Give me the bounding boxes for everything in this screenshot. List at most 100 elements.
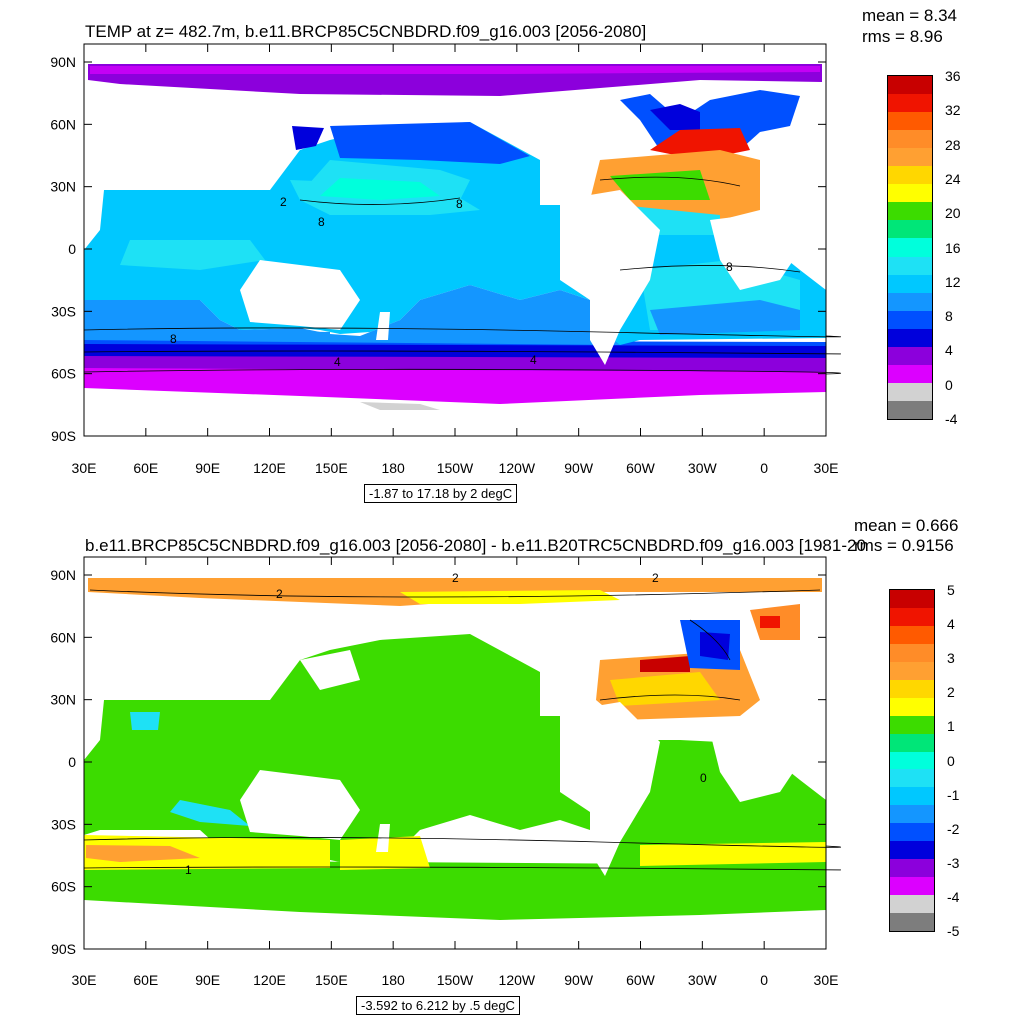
colorbar-label: 4 <box>947 616 955 633</box>
axis-tick-label: 150W <box>437 972 474 988</box>
colorbar-label: 0 <box>945 376 953 393</box>
colorbar-label: 0 <box>947 752 955 769</box>
axis-tick-label: 60W <box>626 972 656 988</box>
panel2-range-box: -3.592 to 6.212 by .5 degC <box>356 996 520 1015</box>
axis-tick-label: 120W <box>499 972 536 988</box>
axis-tick-label: 90S <box>51 428 76 444</box>
colorbar-swatch <box>888 112 932 131</box>
panel2-title: b.e11.BRCP85C5CNBDRD.f09_g16.003 [2056-2… <box>85 536 866 555</box>
panel1-colorbar <box>887 75 933 420</box>
panel2-mean: mean = 0.666 <box>854 516 959 535</box>
axis-tick-label: 0 <box>68 241 76 257</box>
panel2-map: 2 2 2 1 0 <box>83 556 841 950</box>
colorbar-swatch <box>890 733 934 752</box>
axis-tick-label: 90E <box>195 972 220 988</box>
colorbar-label: 4 <box>945 342 953 359</box>
axis-tick-label: 150E <box>315 972 348 988</box>
axis-tick-label: 30S <box>51 816 76 832</box>
colorbar-swatch <box>890 859 934 878</box>
axis-tick-label: 90W <box>564 460 594 476</box>
colorbar-swatch <box>888 238 932 257</box>
contour-label: 1 <box>185 863 192 877</box>
panel2-colorbar <box>889 589 935 932</box>
contour-label: 8 <box>726 260 733 274</box>
colorbar-swatch <box>888 328 932 347</box>
colorbar-swatch <box>890 625 934 644</box>
colorbar-label: 16 <box>945 239 961 256</box>
axis-tick-label: 0 <box>760 460 768 476</box>
colorbar-swatch <box>890 679 934 698</box>
axis-tick-label: 60E <box>133 972 158 988</box>
axis-tick-label: 60E <box>133 460 158 476</box>
colorbar-swatch <box>890 769 934 788</box>
colorbar-swatch <box>888 184 932 203</box>
axis-tick-label: 30S <box>51 303 76 319</box>
panel1-map: 2 8 8 8 8 4 4 <box>83 43 841 437</box>
axis-tick-label: 60S <box>51 879 76 895</box>
colorbar-swatch <box>888 292 932 311</box>
colorbar-label: 36 <box>945 68 961 84</box>
colorbar-swatch <box>890 590 934 608</box>
colorbar-label: 20 <box>945 205 961 222</box>
colorbar-swatch <box>890 787 934 806</box>
axis-tick-label: 120W <box>499 460 536 476</box>
colorbar-swatch <box>888 220 932 239</box>
colorbar-label: 1 <box>947 718 955 735</box>
contour-label: 2 <box>452 571 459 585</box>
colorbar-label: 28 <box>945 136 961 153</box>
axis-tick-label: 30E <box>814 460 839 476</box>
panel1-title: TEMP at z= 482.7m, b.e11.BRCP85C5CNBDRD.… <box>85 22 647 41</box>
contour-label: 4 <box>334 355 341 369</box>
axis-tick-label: 120E <box>253 460 286 476</box>
colorbar-swatch <box>890 697 934 716</box>
colorbar-label: -4 <box>945 411 958 427</box>
colorbar-swatch <box>888 346 932 365</box>
colorbar-label: 12 <box>945 273 961 290</box>
colorbar-swatch <box>890 661 934 680</box>
colorbar-swatch <box>890 643 934 662</box>
colorbar-label: -5 <box>947 923 960 939</box>
axis-tick-label: 90S <box>51 941 76 957</box>
colorbar-swatch <box>890 607 934 626</box>
colorbar-label: 32 <box>945 102 961 119</box>
colorbar-swatch <box>888 400 932 419</box>
panel2-rms: rms = 0.9156 <box>854 536 954 555</box>
colorbar-label: 8 <box>945 308 953 325</box>
panel1-rms: rms = 8.96 <box>862 27 943 46</box>
axis-tick-label: 120E <box>253 972 286 988</box>
contour-label: 2 <box>276 587 283 601</box>
colorbar-swatch <box>888 148 932 167</box>
colorbar-swatch <box>890 751 934 770</box>
axis-tick-label: 30W <box>688 460 718 476</box>
colorbar-label: 2 <box>947 684 955 701</box>
colorbar-label: -1 <box>947 786 960 803</box>
axis-tick-label: 150W <box>437 460 474 476</box>
axis-tick-label: 90E <box>195 460 220 476</box>
axis-tick-label: 90W <box>564 972 594 988</box>
axis-tick-label: 0 <box>760 972 768 988</box>
axis-tick-label: 60S <box>51 366 76 382</box>
colorbar-label: 5 <box>947 582 955 598</box>
axis-tick-label: 180 <box>381 460 405 476</box>
axis-tick-label: 0 <box>68 754 76 770</box>
contour-label: 8 <box>318 215 325 229</box>
axis-tick-label: 30E <box>814 972 839 988</box>
axis-tick-label: 30W <box>688 972 718 988</box>
colorbar-label: -2 <box>947 820 960 837</box>
axis-tick-label: 30N <box>50 692 76 708</box>
colorbar-swatch <box>888 166 932 185</box>
colorbar-swatch <box>888 76 932 95</box>
contour-label: 2 <box>280 195 287 209</box>
contour-label: 8 <box>170 332 177 346</box>
colorbar-swatch <box>888 202 932 221</box>
panel1-range-box: -1.87 to 17.18 by 2 degC <box>364 484 518 503</box>
colorbar-swatch <box>890 895 934 914</box>
axis-tick-label: 60N <box>50 629 76 645</box>
colorbar-swatch <box>890 841 934 860</box>
colorbar-swatch <box>888 364 932 383</box>
colorbar-swatch <box>890 805 934 824</box>
colorbar-swatch <box>890 877 934 896</box>
axis-tick-label: 180 <box>381 972 405 988</box>
axis-tick-label: 60W <box>626 460 656 476</box>
